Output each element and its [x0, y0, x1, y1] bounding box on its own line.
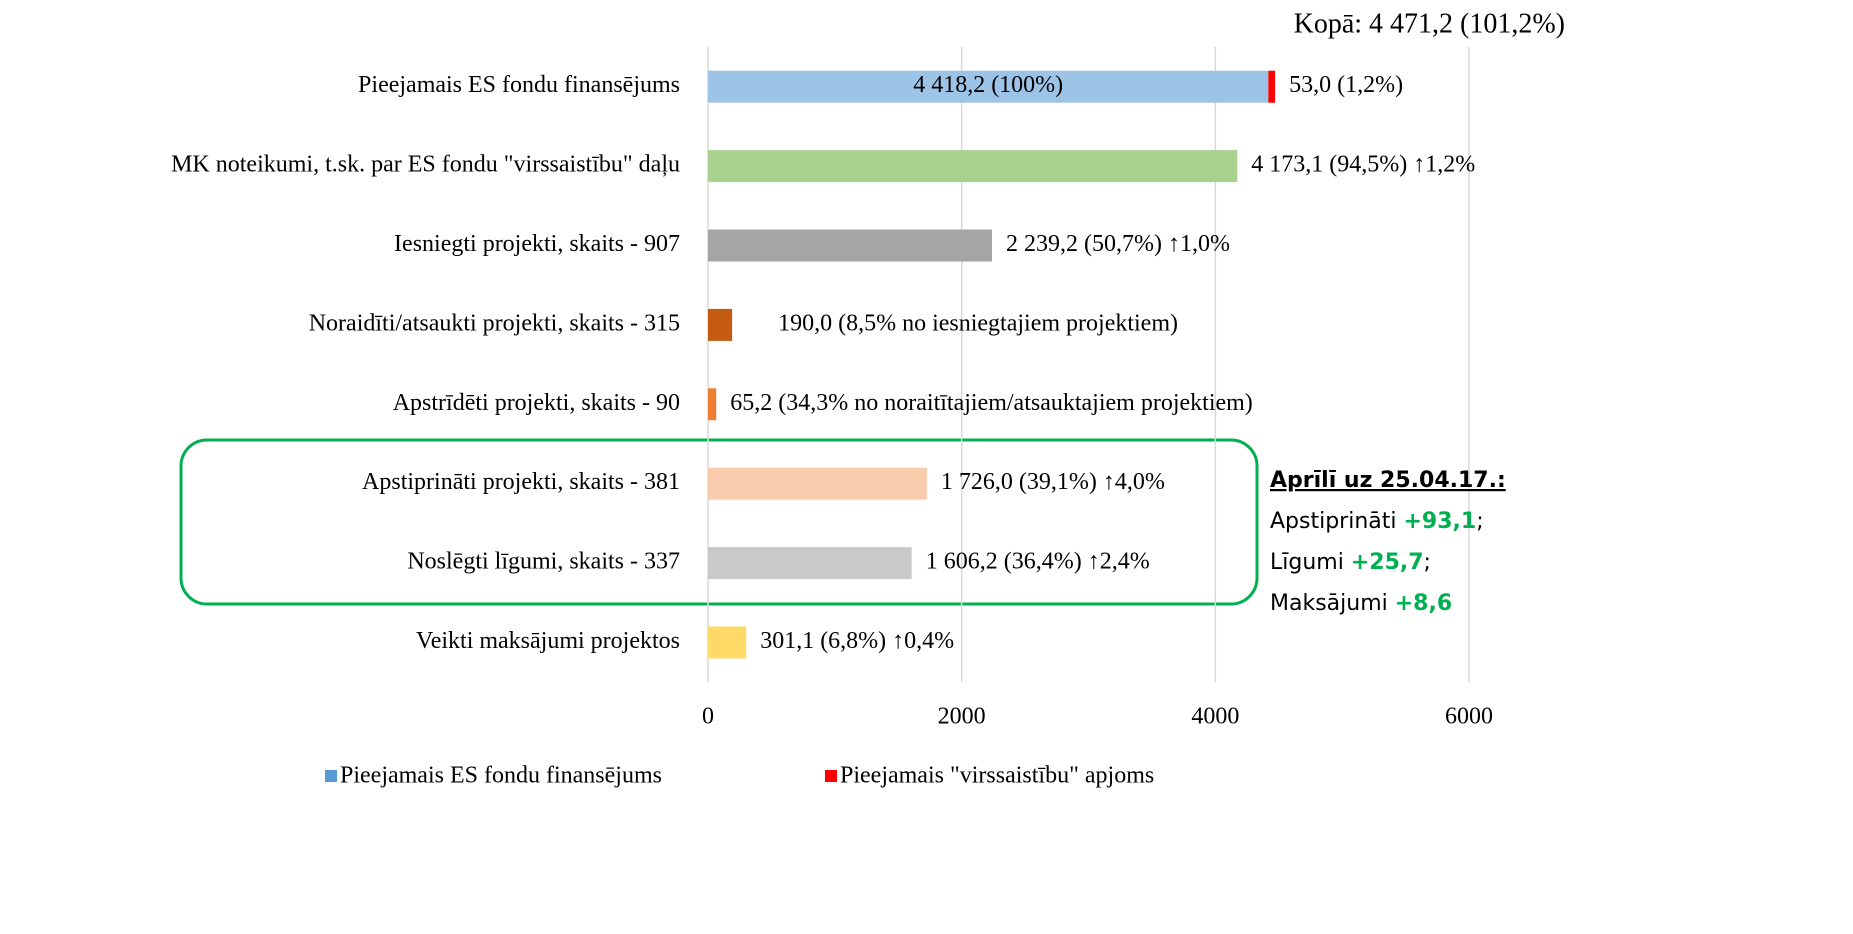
- legend-label: Pieejamais ES fondu finansējums: [340, 763, 662, 789]
- x-tick-label: 6000: [1445, 704, 1493, 730]
- value-label: 65,2 (34,3% no noraitītajiem/atsauktajie…: [730, 390, 1253, 416]
- box-line: Maksājumi +8,6: [1270, 591, 1452, 616]
- box-line-end: ;: [1476, 509, 1483, 534]
- bar: [708, 467, 927, 500]
- value-label: 301,1 (6,8%) ↑0,4%: [760, 628, 954, 654]
- box-line-label: Līgumi: [1270, 550, 1344, 575]
- box-line-label: Apstiprināti: [1270, 509, 1397, 534]
- category-label: Iesniegti projekti, skaits - 907: [394, 231, 680, 257]
- category-label: Apstiprināti projekti, skaits - 381: [362, 469, 680, 495]
- value-label: 1 606,2 (36,4%) ↑2,4%: [926, 549, 1150, 575]
- bar: [708, 70, 1269, 103]
- category-label: Noraidīti/atsaukti projekti, skaits - 31…: [309, 310, 680, 336]
- box-line-value: +93,1: [1404, 509, 1477, 534]
- bar: [708, 229, 993, 262]
- category-label: Noslēgti līgumi, skaits - 337: [407, 549, 680, 575]
- bar: [708, 388, 717, 421]
- legend-label: Pieejamais "virssaistību" apjoms: [840, 763, 1154, 789]
- legend-swatch: [325, 770, 337, 782]
- value-label: 2 239,2 (50,7%) ↑1,0%: [1006, 231, 1230, 257]
- value-label: 4 173,1 (94,5%) ↑1,2%: [1251, 152, 1475, 178]
- legend-swatch: [825, 770, 837, 782]
- value-label: 53,0 (1,2%): [1289, 72, 1403, 98]
- x-tick-label: 2000: [938, 704, 986, 730]
- bar: [708, 150, 1238, 183]
- bar: [708, 547, 912, 580]
- x-tick-label: 0: [702, 704, 714, 730]
- x-tick-label: 4000: [1191, 704, 1239, 730]
- value-label: 190,0 (8,5% no iesniegtajiem projektiem): [778, 310, 1178, 336]
- total-label: Kopā: 4 471,2 (101,2%): [1294, 8, 1565, 39]
- box-line-end: ;: [1424, 550, 1431, 575]
- box-line: Apstiprināti +93,1;: [1270, 509, 1484, 534]
- category-label: MK noteikumi, t.sk. par ES fondu "virssa…: [171, 152, 680, 178]
- value-label: 1 726,0 (39,1%) ↑4,0%: [941, 469, 1165, 495]
- highlight-box: [179, 438, 1259, 606]
- box-line-value: +25,7: [1351, 550, 1424, 575]
- category-label: Veikti maksājumi projektos: [416, 628, 680, 654]
- box-line: Līgumi +25,7;: [1270, 550, 1431, 575]
- bar: [708, 308, 733, 341]
- box-title: Aprīlī uz 25.04.17.:: [1270, 468, 1506, 493]
- box-line-value: +8,6: [1395, 591, 1452, 616]
- category-label: Pieejamais ES fondu finansējums: [358, 72, 680, 98]
- value-label: 4 418,2 (100%): [913, 72, 1063, 98]
- category-label: Apstrīdēti projekti, skaits - 90: [393, 390, 680, 416]
- bar: [708, 626, 747, 659]
- box-line-label: Maksājumi: [1270, 591, 1388, 616]
- bar: [1268, 70, 1276, 103]
